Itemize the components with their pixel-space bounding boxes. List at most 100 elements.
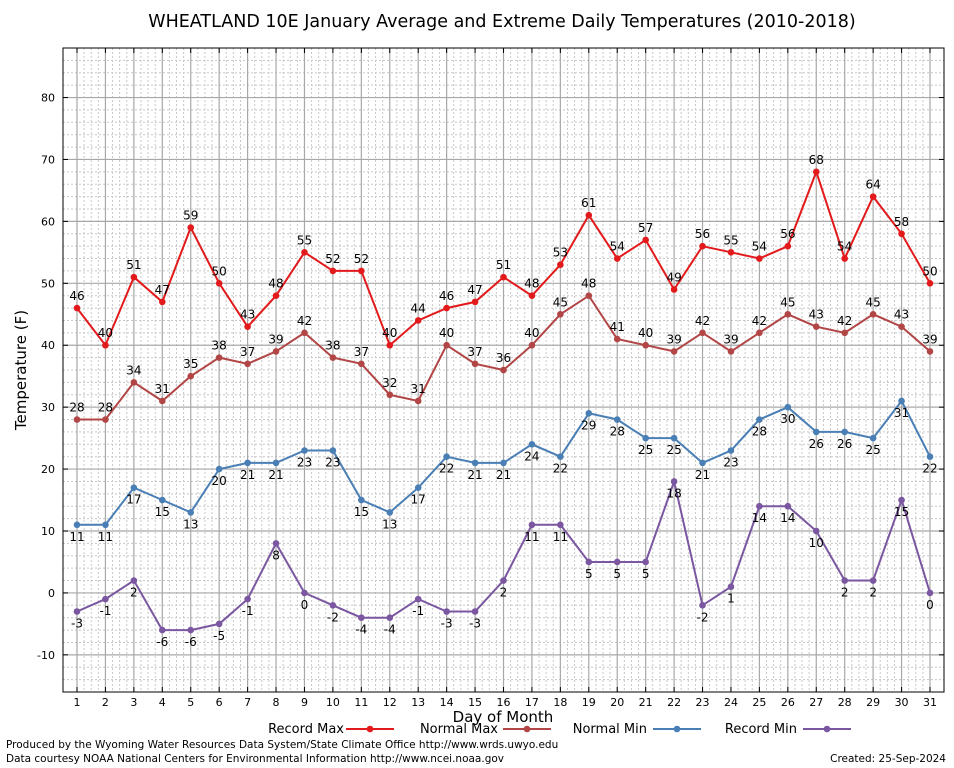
normal-min-data-label: 17: [126, 493, 141, 507]
normal-min-point: [272, 459, 280, 467]
x-tick-label: 1: [74, 696, 81, 709]
normal-max-point: [784, 310, 792, 318]
record-max-data-label: 68: [809, 153, 824, 167]
record-max-data-label: 58: [894, 215, 909, 229]
normal-max-data-label: 39: [723, 332, 738, 346]
normal-max-data-label: 31: [411, 382, 426, 396]
normal-min-data-label: 25: [638, 443, 653, 457]
record-max-point: [215, 280, 223, 287]
record-min-data-label: -4: [355, 623, 367, 637]
record-max-point: [528, 292, 536, 299]
normal-min-data-label: 23: [325, 456, 340, 470]
x-tick-label: 30: [895, 696, 909, 709]
y-tick-label: 80: [41, 92, 55, 105]
record-min-data-label: 8: [272, 548, 280, 562]
y-tick-label: 50: [41, 277, 55, 290]
record-max-data-label: 56: [780, 227, 795, 241]
normal-max-point: [869, 310, 877, 318]
record-min-data-label: 14: [752, 511, 767, 525]
normal-max-point: [756, 329, 763, 337]
record-max-point: [471, 298, 479, 306]
legend-item-record-min: Record Min: [725, 722, 851, 737]
normal-max-data-label: 39: [922, 332, 937, 346]
x-tick-label: 24: [724, 696, 738, 709]
normal-max-data-label: 43: [809, 308, 824, 322]
record-min-data-label: 2: [130, 586, 138, 600]
normal-max-data-label: 42: [752, 314, 767, 328]
normal-max-point: [585, 292, 593, 299]
record-min-point: [215, 620, 223, 628]
normal-max-point: [301, 329, 308, 337]
x-tick-label: 10: [326, 696, 340, 709]
normal-max-data-label: 28: [69, 401, 84, 415]
normal-min-data-label: 29: [581, 418, 596, 432]
record-min-point: [500, 577, 507, 584]
x-tick-label: 25: [752, 696, 766, 709]
record-max-data-label: 55: [297, 233, 312, 247]
record-min-point: [613, 558, 621, 566]
record-max-point: [443, 304, 450, 312]
record-min-data-label: -3: [469, 617, 481, 631]
record-min-point: [528, 521, 536, 529]
record-min-data-label: 18: [666, 486, 681, 500]
normal-min-point: [443, 453, 450, 460]
normal-min-point: [756, 416, 763, 423]
record-min-data-label: -3: [71, 617, 83, 631]
normal-min-point: [613, 416, 621, 423]
normal-min-series: 11 11 17 15 13 20 21 21 23 23 15 13 17 22 21 21 24 22 29 28…: [69, 397, 938, 544]
legend-item-normal-min: Normal Min: [573, 722, 701, 737]
record-min-data-label: -3: [441, 617, 453, 631]
record-min-point: [670, 478, 678, 485]
record-max-point: [727, 249, 735, 256]
record-max-point: [272, 292, 280, 299]
legend-label: Record Max: [268, 722, 344, 737]
credit-line-wrds: Produced by the Wyoming Water Resources …: [6, 739, 559, 751]
record-max-data-label: 64: [865, 178, 880, 192]
normal-max-point: [386, 391, 394, 399]
y-tick-label: 60: [41, 215, 55, 228]
normal-max-point: [613, 335, 621, 343]
record-max-data-label: 57: [638, 221, 653, 235]
normal-max-data-label: 34: [126, 363, 141, 377]
record-min-point: [187, 626, 195, 634]
normal-min-data-label: 28: [752, 425, 767, 439]
record-min-data-label: 11: [524, 530, 539, 544]
record-max-data-label: 44: [411, 301, 426, 315]
x-tick-label: 21: [639, 696, 653, 709]
record-min-data-label: -1: [412, 604, 424, 618]
x-tick-label: 11: [354, 696, 368, 709]
normal-min-data-label: 23: [297, 456, 312, 470]
record-min-point: [812, 527, 820, 535]
y-axis-label: Temperature (F): [12, 310, 30, 431]
legend-marker: [823, 725, 831, 733]
normal-max-data-label: 36: [496, 351, 511, 365]
record-min-point: [471, 608, 479, 615]
normal-max-point: [727, 348, 735, 355]
created-date: Created: 25-Sep-2024: [830, 753, 946, 765]
record-max-point: [699, 242, 706, 250]
record-min-data-label: 1: [727, 592, 735, 606]
normal-min-point: [841, 428, 848, 436]
record-min-point: [756, 502, 763, 510]
record-min-data-label: 0: [301, 598, 309, 612]
record-max-point: [869, 193, 877, 200]
normal-max-point: [841, 329, 848, 337]
record-max-series: 46 40 51 47 59 50 43 48 55 52 52 40 44 46 47 51 48 53 61 54…: [69, 153, 938, 349]
y-tick-label: 40: [41, 339, 55, 352]
normal-min-point: [585, 410, 593, 417]
normal-max-data-label: 42: [297, 314, 312, 328]
record-min-point: [642, 558, 649, 566]
legend-marker: [673, 725, 681, 733]
record-min-data-label: 0: [926, 598, 934, 612]
normal-min-data-label: 22: [922, 462, 937, 476]
legend-label: Record Min: [725, 722, 797, 737]
record-min-point: [159, 626, 166, 634]
record-max-data-label: 61: [581, 196, 596, 210]
record-max-data-label: 40: [382, 326, 397, 340]
record-min-data-label: 5: [642, 567, 650, 581]
normal-max-data-label: 35: [183, 357, 198, 371]
record-max-data-label: 52: [354, 252, 369, 266]
record-max-point: [613, 255, 621, 262]
